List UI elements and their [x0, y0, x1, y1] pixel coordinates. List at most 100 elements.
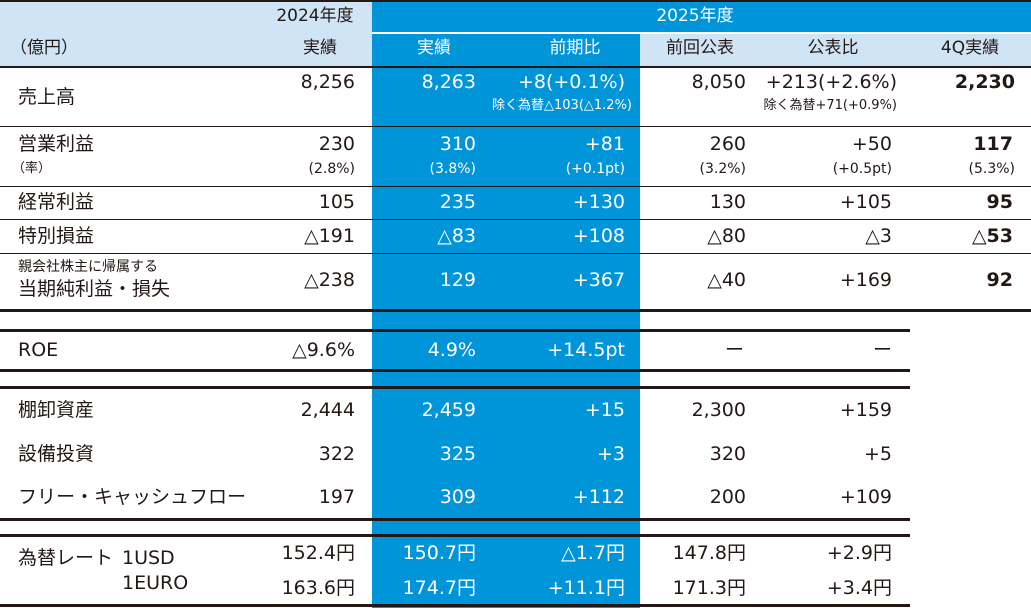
op-prev-rate: (3.2%) [699, 161, 747, 177]
fx-usd-yoy: △1.7円 [561, 542, 625, 564]
special-q4: △53 [971, 225, 1013, 247]
op-q4: 117 [973, 133, 1013, 155]
header-actual-2024: 実績 [303, 38, 337, 58]
op-2024: 230 [318, 133, 355, 155]
op-2025-rate: (3.8%) [429, 161, 477, 177]
row-label-net-income-line2: 当期純利益・損失 [18, 278, 171, 300]
header-bottom-rule [0, 66, 1031, 68]
capex-yoy: +3 [596, 443, 625, 465]
roe-prev: ー [724, 339, 744, 361]
capex-2024: 322 [318, 443, 355, 465]
row-divider [0, 186, 1031, 187]
ordinary-q4: 95 [986, 191, 1013, 213]
header-actual-2025: 実績 [417, 38, 451, 58]
header-prev-forecast: 前回公表 [666, 38, 734, 58]
op-yoy: +81 [584, 133, 625, 155]
special-2025: △83 [437, 225, 476, 247]
roe-2024: △9.6% [292, 339, 355, 361]
header-background-right [640, 32, 1031, 66]
row-label-net-income-line1: 親会社株主に帰属する [18, 259, 158, 275]
op-2024-rate: (2.8%) [308, 161, 356, 177]
row-label-free-cash-flow: フリー・キャッシュフロー [18, 486, 247, 508]
op-vs: +50 [851, 133, 892, 155]
section-rule [0, 534, 910, 537]
header-band-2025 [372, 0, 1031, 32]
sales-vs: +213(+2.6%) [765, 71, 897, 93]
unit-label: （億円） [10, 38, 78, 58]
sales-prev: 8,050 [691, 71, 746, 93]
special-2024: △191 [304, 225, 355, 247]
fx-euro-2024: 163.6円 [281, 577, 355, 599]
row-label-fx-rate: 為替レート [18, 547, 114, 569]
fcf-vs: +109 [839, 486, 892, 508]
roe-2025: 4.9% [427, 339, 476, 361]
fx-usd-label: 1USD [122, 547, 175, 569]
header-vs-forecast: 公表比 [807, 38, 859, 58]
op-prev: 260 [709, 133, 746, 155]
row-label-operating-profit: 営業利益 [18, 133, 95, 155]
capex-2025: 325 [439, 443, 476, 465]
capex-prev: 320 [709, 443, 746, 465]
net-vs: +169 [839, 269, 892, 291]
sales-2025: 8,263 [421, 71, 476, 93]
header-background-2024 [0, 0, 372, 66]
top-rule [0, 0, 1031, 2]
fx-usd-2025: 150.7円 [402, 542, 476, 564]
row-label-special: 特別損益 [18, 225, 95, 247]
row-label-sales: 売上高 [18, 86, 76, 108]
fx-usd-vs: +2.9円 [826, 542, 892, 564]
inventory-vs: +159 [839, 399, 892, 421]
row-label-roe: ROE [18, 339, 59, 361]
ordinary-prev: 130 [709, 191, 746, 213]
row-sublabel-rate: （率） [12, 161, 52, 176]
sales-2024: 8,256 [300, 71, 355, 93]
row-label-capex: 設備投資 [18, 443, 95, 465]
sales-vs-note: 除く為替+71(+0.9%) [763, 98, 898, 113]
header-yoy: 前期比 [549, 38, 601, 58]
capex-vs: +5 [863, 443, 892, 465]
op-yoy-rate: (+0.1pt) [565, 161, 625, 177]
fx-euro-2025: 174.7円 [402, 577, 476, 599]
section-gap-highlight [372, 372, 640, 386]
special-yoy: +108 [572, 225, 625, 247]
net-2025: 129 [439, 269, 476, 291]
op-2025: 310 [439, 133, 476, 155]
sales-yoy: +8(+0.1%) [517, 71, 625, 93]
year-2025-label: 2025年度 [656, 6, 734, 26]
section-rule [0, 518, 910, 521]
fx-euro-vs: +3.4円 [826, 577, 892, 599]
ordinary-2024: 105 [318, 191, 355, 213]
net-yoy: +367 [572, 269, 625, 291]
section-rule [0, 386, 910, 389]
inventory-2025: 2,459 [421, 399, 476, 421]
row-divider [0, 253, 1031, 254]
header-q4: 4Q実績 [940, 38, 1000, 58]
fx-euro-prev: 171.3円 [672, 577, 746, 599]
net-prev: △40 [707, 269, 746, 291]
op-q4-rate: (5.3%) [968, 161, 1016, 177]
roe-vs: ー [872, 339, 892, 361]
bottom-rule [0, 604, 910, 607]
header-white-separator [372, 32, 1031, 34]
inventory-prev: 2,300 [691, 399, 746, 421]
ordinary-yoy: +130 [572, 191, 625, 213]
section-rule [0, 369, 910, 372]
fcf-2024: 197 [318, 486, 355, 508]
inventory-2024: 2,444 [300, 399, 355, 421]
row-label-ordinary-profit: 経常利益 [18, 191, 95, 213]
fx-euro-yoy: +11.1円 [547, 577, 625, 599]
section-rule [0, 309, 1031, 312]
fx-euro-label: 1EURO [122, 572, 189, 594]
fcf-prev: 200 [709, 486, 746, 508]
section-gap-highlight [372, 521, 640, 534]
row-divider [0, 219, 1031, 220]
fx-usd-prev: 147.8円 [672, 542, 746, 564]
year-2024-label: 2024年度 [276, 6, 354, 26]
sales-q4: 2,230 [954, 71, 1015, 93]
op-vs-rate: (+0.5pt) [832, 161, 892, 177]
fcf-yoy: +112 [572, 486, 625, 508]
roe-yoy: +14.5pt [547, 339, 625, 361]
inventory-yoy: +15 [584, 399, 625, 421]
fx-usd-2024: 152.4円 [281, 542, 355, 564]
